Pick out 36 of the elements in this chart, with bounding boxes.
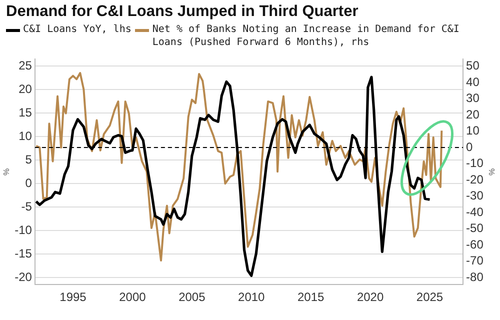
y2-tick-label: 0: [466, 140, 474, 154]
x-tick-label: 2015: [297, 290, 325, 304]
y2-tick-label: 30: [466, 91, 480, 106]
x-tick-label: 2010: [238, 290, 266, 304]
y2-tick-label: 50: [466, 58, 480, 73]
x-tick-label: 2025: [416, 290, 444, 304]
y-tick-label: 0: [25, 176, 32, 190]
y-tick-label: -5: [21, 199, 32, 214]
y2-tick-label: -70: [466, 254, 484, 268]
y2-tick-label: -10: [466, 156, 484, 170]
chart-title: Demand for C&I Loans Jumped in Third Quarter: [5, 2, 360, 22]
y-tick-label: 15: [18, 106, 32, 120]
y-tick-label: -20: [14, 270, 32, 284]
legend-label: C&I Loans YoY, lhs: [23, 23, 132, 36]
x-tick-label: 2020: [356, 290, 384, 304]
y-tick-label: -10: [14, 222, 32, 237]
y2-tick-label: 10: [466, 124, 480, 138]
y2-tick-label: -40: [466, 204, 484, 219]
legend-label: Net % of Banks Noting an Increase in Demand for C&I Loans (Pushed Forward 6 Months), rhs: [152, 23, 460, 49]
y-tick-label: 20: [18, 82, 32, 96]
y2-axis-title: %: [486, 168, 496, 176]
y2-tick-label: -30: [466, 188, 484, 203]
x-tick-label: 2005: [178, 290, 206, 304]
y-tick-label: -15: [14, 246, 32, 260]
y2-tick-label: -80: [466, 270, 484, 284]
x-tick-label: 1995: [60, 290, 87, 304]
y-axis-title: %: [2, 168, 12, 176]
y-tick-label: 10: [18, 128, 32, 143]
y2-tick-label: -60: [466, 237, 484, 252]
y-tick-label: 25: [18, 58, 32, 73]
x-tick-label: 2000: [119, 290, 146, 304]
y2-tick-label: 40: [466, 74, 480, 89]
y2-tick-label: -50: [466, 221, 484, 236]
y-tick-label: 5: [25, 152, 32, 166]
y2-tick-label: -20: [466, 172, 484, 186]
y2-tick-label: 20: [466, 107, 480, 122]
